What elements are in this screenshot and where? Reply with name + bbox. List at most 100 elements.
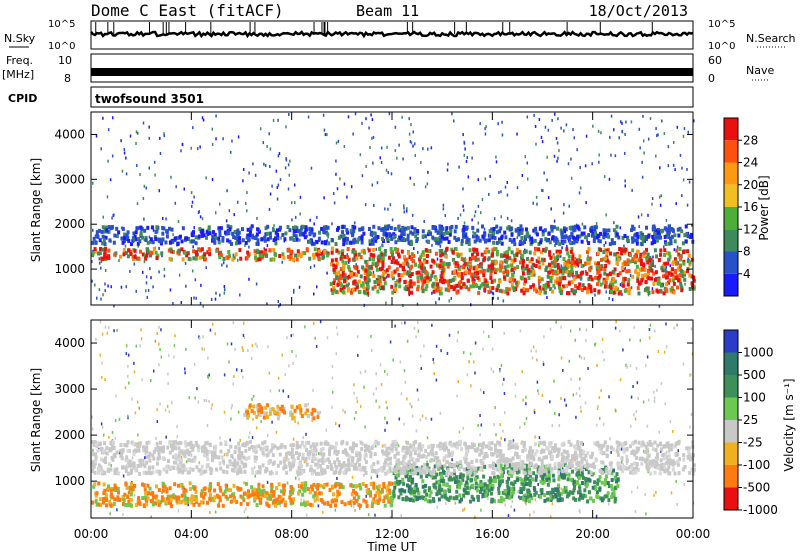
echo-cell: [266, 144, 268, 148]
echo-cell: [671, 234, 675, 239]
echo-cell: [525, 417, 528, 421]
echo-cell: [548, 250, 552, 255]
echo-cell: [274, 230, 278, 235]
echo-cell: [269, 493, 273, 498]
echo-cell: [635, 264, 639, 269]
echo-cell: [333, 278, 337, 283]
echo-cell: [295, 257, 299, 262]
echo-cell: [288, 495, 292, 500]
echo-cell: [501, 120, 503, 124]
echo-cell: [655, 490, 657, 494]
echo-cell: [257, 444, 261, 449]
echo-cell: [231, 498, 235, 503]
echo-cell: [245, 201, 247, 205]
echo-cell: [116, 328, 118, 332]
echo-cell: [205, 235, 209, 240]
echo-cell: [535, 258, 539, 263]
echo-cell: [519, 260, 523, 265]
echo-cell: [578, 489, 582, 494]
echo-cell: [136, 131, 139, 135]
echo-cell: [337, 139, 340, 143]
echo-cell: [439, 239, 443, 244]
echo-cell: [665, 266, 667, 270]
echo-cell: [379, 259, 383, 264]
echo-cell: [549, 495, 553, 500]
echo-cell: [510, 258, 514, 263]
echo-cell: [205, 176, 207, 180]
echo-cell: [533, 251, 537, 256]
echo-cell: [286, 224, 290, 229]
echo-cell: [611, 298, 614, 302]
echo-cell: [624, 179, 626, 183]
echo-cell: [416, 320, 419, 324]
echo-cell: [526, 256, 530, 261]
echo-cell: [384, 232, 388, 237]
echo-cell: [609, 437, 611, 441]
echo-cell: [403, 471, 407, 476]
echo-cell: [492, 370, 495, 374]
echo-cell: [434, 485, 438, 490]
echo-cell: [118, 417, 121, 421]
echo-cell: [207, 375, 209, 379]
echo-cell: [571, 469, 575, 474]
echo-cell: [300, 225, 304, 230]
echo-cell: [111, 431, 114, 435]
echo-cell: [579, 377, 581, 381]
echo-cell: [219, 293, 221, 297]
echo-cell: [416, 287, 420, 292]
echo-cell: [596, 423, 598, 427]
echo-cell: [675, 248, 679, 253]
echo-cell: [548, 240, 552, 245]
echo-cell: [442, 458, 445, 462]
echo-cell: [214, 211, 217, 215]
echo-cell: [266, 434, 269, 438]
echo-cell: [448, 333, 451, 337]
echo-cell: [277, 376, 280, 380]
echo-cell: [215, 137, 217, 141]
echo-cell: [102, 215, 105, 219]
echo-cell: [409, 241, 413, 246]
echo-cell: [139, 249, 143, 254]
echo-cell: [334, 257, 338, 262]
echo-cell: [436, 257, 439, 261]
echo-cell: [687, 257, 689, 261]
echo-cell: [304, 403, 308, 408]
echo-cell: [334, 508, 337, 512]
echo-cell: [568, 235, 572, 240]
echo-cell: [286, 254, 290, 259]
echo-cell: [426, 182, 429, 186]
echo-cell: [581, 222, 584, 226]
echo-cell: [655, 254, 659, 259]
echo-cell: [320, 471, 324, 476]
echo-cell: [661, 268, 665, 273]
echo-cell: [502, 429, 504, 433]
echo-cell: [375, 485, 379, 490]
echo-cell: [381, 444, 384, 448]
echo-cell: [133, 254, 137, 259]
echo-cell: [237, 446, 241, 451]
echo-cell: [495, 252, 499, 257]
echo-cell: [471, 225, 475, 230]
echo-cell: [597, 268, 601, 273]
echo-cell: [334, 289, 338, 294]
echo-cell: [298, 404, 302, 409]
echo-cell: [313, 264, 316, 268]
echo-cell: [146, 295, 148, 299]
echo-cell: [363, 385, 365, 389]
echo-cell: [282, 255, 286, 260]
echo-cell: [482, 273, 486, 278]
echo-cell: [604, 228, 608, 233]
echo-cell: [346, 287, 350, 292]
echo-cell: [367, 278, 371, 283]
echo-cell: [565, 283, 569, 288]
echo-cell: [603, 494, 607, 499]
echo-cell: [510, 232, 514, 237]
echo-cell: [343, 278, 347, 283]
echo-cell: [353, 287, 357, 292]
echo-cell: [673, 140, 675, 144]
echo-cell: [103, 249, 107, 254]
echo-cell: [419, 418, 422, 422]
echo-cell: [649, 323, 652, 327]
echo-cell: [323, 249, 327, 254]
echo-cell: [597, 129, 600, 133]
